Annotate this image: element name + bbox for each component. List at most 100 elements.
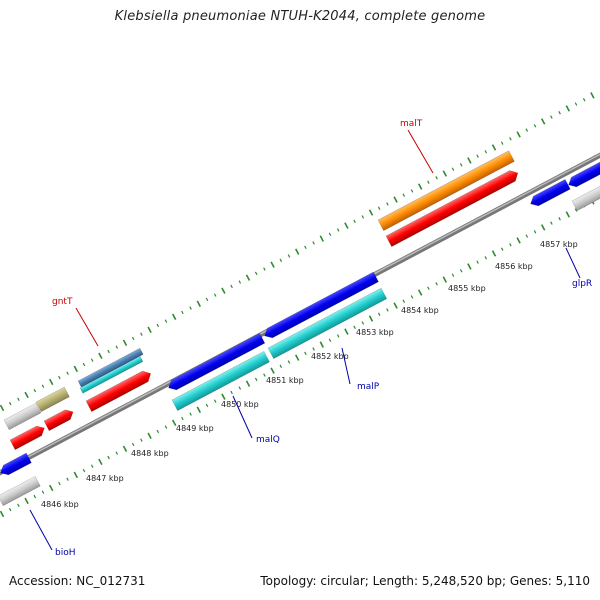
map-title: Klebsiella pneumoniae NTUH-K2044, comple… (114, 9, 486, 24)
inner-tick (270, 367, 275, 374)
inner-tick (230, 390, 233, 395)
outer-tick (402, 193, 406, 197)
gene-cds-malP-cyan[interactable] (267, 287, 388, 359)
outer-tick (491, 144, 497, 151)
gene-cds-red-1[interactable] (9, 423, 47, 451)
gene-cds-gntT-cyan[interactable] (79, 355, 144, 394)
outer-tick (245, 274, 251, 281)
gene-cds-malQ-cyan[interactable] (171, 351, 270, 411)
outer-tick (131, 336, 135, 341)
gene-cds-grey-3[interactable] (571, 184, 600, 212)
scale-label: 4850 kbp (221, 400, 259, 409)
gene-cds-glpR-blue[interactable] (528, 179, 571, 208)
inner-tick (254, 377, 258, 382)
inner-tick (353, 325, 356, 329)
inner-tick (147, 432, 152, 440)
outer-tick (410, 189, 414, 193)
outer-tick (279, 258, 283, 263)
outer-tick (213, 293, 217, 297)
outer-tick (550, 115, 553, 119)
inner-tick (550, 221, 553, 225)
gene-label-leaders (29, 129, 581, 551)
inner-tick (344, 328, 349, 335)
inner-tick-track (0, 198, 595, 518)
outer-tick (221, 287, 226, 294)
gene-label-malT[interactable]: malT (400, 119, 423, 129)
gene-cds-gntT-steel[interactable] (77, 347, 144, 388)
outer-tick (270, 261, 275, 268)
outer-tick (17, 397, 20, 401)
gene-label-malP[interactable]: malP (357, 382, 380, 392)
outer-tick (115, 345, 119, 349)
genome-summary: Topology: circular; Length: 5,248,520 bp… (260, 574, 590, 588)
outer-tick (500, 141, 504, 145)
inner-tick (58, 481, 61, 486)
gene-cds-red-4[interactable] (385, 168, 521, 247)
gene-label-gntT[interactable]: gntT (52, 297, 73, 307)
inner-tick (574, 208, 578, 212)
gene-cds-malT-orange[interactable] (377, 150, 515, 231)
gene-cds-malQ-blue[interactable] (166, 333, 266, 392)
inner-tick (189, 412, 192, 416)
outer-tick (181, 310, 184, 315)
gene-label-bioH[interactable]: bioH (55, 548, 76, 558)
outer-tick (417, 183, 423, 190)
inner-tick (427, 286, 430, 290)
inner-tick (205, 403, 209, 408)
gene-cds-malP-blue[interactable] (262, 271, 379, 341)
inner-tick (451, 273, 455, 277)
inner-tick (540, 224, 546, 231)
outer-tick (328, 232, 332, 236)
scale-label: 4848 kbp (131, 449, 169, 458)
inner-tick (417, 289, 423, 296)
inner-tick (0, 510, 5, 518)
gene-cds-blue-2[interactable] (566, 160, 600, 189)
gene-cds-grey-1[interactable] (0, 476, 41, 507)
accession-text: Accession: NC_012731 (9, 574, 146, 588)
leader-malP (341, 347, 351, 385)
outer-tick (41, 384, 45, 388)
inner-tick (565, 211, 571, 218)
inner-tick (24, 497, 29, 505)
scale-label: 4853 kbp (356, 328, 394, 337)
gene-cds-bioH-region[interactable] (0, 452, 32, 478)
inner-tick (476, 260, 479, 264)
gene-cds-red-2[interactable] (43, 407, 76, 432)
inner-tick (319, 341, 325, 348)
inner-tick (484, 256, 488, 260)
leader-gntT (75, 307, 99, 347)
outer-tick (33, 388, 37, 393)
outer-tick (189, 306, 192, 310)
outer-tick (582, 98, 586, 102)
gene-label-malQ[interactable]: malQ (256, 435, 280, 445)
inner-tick (221, 393, 226, 400)
outer-tick (312, 241, 315, 245)
gene-label-glpR[interactable]: glpR (572, 279, 592, 289)
inner-tick (73, 471, 79, 479)
outer-tick (459, 163, 463, 167)
leader-glpR (565, 247, 581, 279)
outer-tick-track (0, 92, 595, 412)
outer-tick (263, 267, 266, 271)
gene-cds-olive[interactable] (35, 386, 70, 413)
outer-tick (0, 404, 5, 412)
inner-tick (368, 315, 374, 322)
inner-tick (245, 380, 251, 387)
inner-tick (328, 338, 332, 342)
inner-tick (131, 442, 135, 447)
outer-tick (122, 339, 128, 347)
gene-cds-grey-2[interactable] (3, 402, 42, 431)
inner-tick (525, 234, 529, 238)
outer-tick (558, 111, 561, 115)
gene-features[interactable] (0, 150, 600, 507)
scale-labels: 4846 kbp 4847 kbp 4848 kbp 4849 kbp 4850 kbp… (41, 240, 578, 509)
outer-tick (48, 378, 54, 386)
inner-tick (533, 230, 537, 234)
outer-tick (377, 206, 381, 210)
inner-tick (279, 364, 283, 369)
inner-tick (66, 477, 69, 481)
outer-tick (353, 219, 356, 223)
outer-tick (147, 326, 152, 334)
gene-cds-red-3[interactable] (85, 368, 153, 412)
